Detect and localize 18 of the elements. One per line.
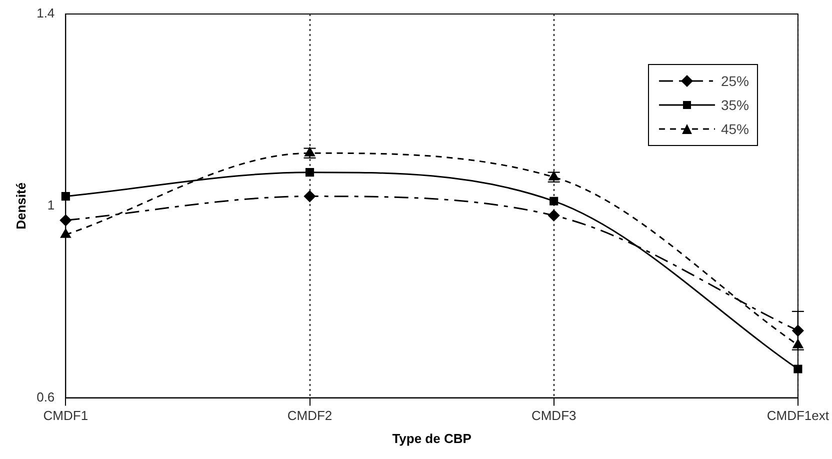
y-tick-label: 0.6	[36, 389, 55, 404]
x-tick-label: CMDF3	[531, 408, 576, 424]
legend-label: 25%	[720, 73, 749, 89]
point	[548, 210, 560, 222]
x-tick-label: CMDF2	[287, 408, 332, 424]
x-tick-label: CMDF1	[43, 408, 88, 424]
point	[304, 190, 316, 202]
legend-label: 35%	[720, 97, 749, 113]
legend-label: 45%	[720, 121, 749, 137]
point	[550, 196, 558, 206]
x-tick-label: CMDF1ext	[766, 408, 830, 424]
x-axis-title: Type de CBP	[392, 430, 472, 446]
y-axis-title: Densité	[13, 182, 28, 230]
y-tick-label: 1	[47, 197, 55, 212]
y-tick-label: 1.4	[36, 6, 55, 21]
point	[792, 339, 804, 348]
point	[794, 364, 802, 374]
point	[305, 168, 314, 177]
